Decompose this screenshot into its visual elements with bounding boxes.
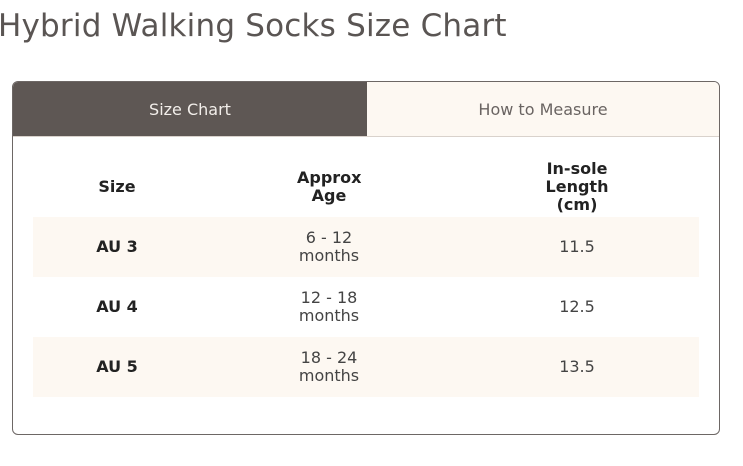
table-cell: AU 4 <box>77 277 157 337</box>
cell-text: 18 - 24 months <box>298 348 360 385</box>
cell-text: 11.5 <box>559 237 595 256</box>
column-header: Approx Age <box>289 157 369 217</box>
table-cell: 18 - 24 months <box>289 337 369 397</box>
page-title: Hybrid Walking Socks Size Chart <box>0 8 507 44</box>
table-cell: AU 3 <box>77 217 157 277</box>
column-header: In-sole Length (cm) <box>517 157 637 217</box>
cell-text: 13.5 <box>559 357 595 376</box>
tab[interactable]: How to Measure <box>367 82 719 136</box>
table-cell: 13.5 <box>517 337 637 397</box>
table-cell: 12 - 18 months <box>289 277 369 337</box>
table-cell: 6 - 12 months <box>289 217 369 277</box>
table-cell: AU 5 <box>77 337 157 397</box>
table-row: AU 4 12 - 18 months 12.5 <box>33 277 699 337</box>
cell-text: AU 4 <box>96 297 138 316</box>
header-text: In-sole Length (cm) <box>545 159 609 214</box>
header-text: Approx Age <box>297 168 362 205</box>
header-text: Size <box>98 177 136 196</box>
size-chart-card: Size Chart How to Measure Size Approx Ag… <box>12 81 720 435</box>
table-row: AU 3 6 - 12 months 11.5 <box>33 217 699 277</box>
column-header: Size <box>77 157 157 217</box>
cell-text: AU 5 <box>96 357 138 376</box>
table-header: Size Approx Age In-sole Length (cm) <box>33 157 699 217</box>
cell-text: 12 - 18 months <box>298 288 360 325</box>
cell-text: 12.5 <box>559 297 595 316</box>
table-cell: 11.5 <box>517 217 637 277</box>
cell-text: AU 3 <box>96 237 138 256</box>
table-cell: 12.5 <box>517 277 637 337</box>
cell-text: 6 - 12 months <box>298 228 360 265</box>
tab-bar: Size Chart How to Measure <box>13 82 719 137</box>
table-row: AU 5 18 - 24 months 13.5 <box>33 337 699 397</box>
tab[interactable]: Size Chart <box>13 82 367 136</box>
